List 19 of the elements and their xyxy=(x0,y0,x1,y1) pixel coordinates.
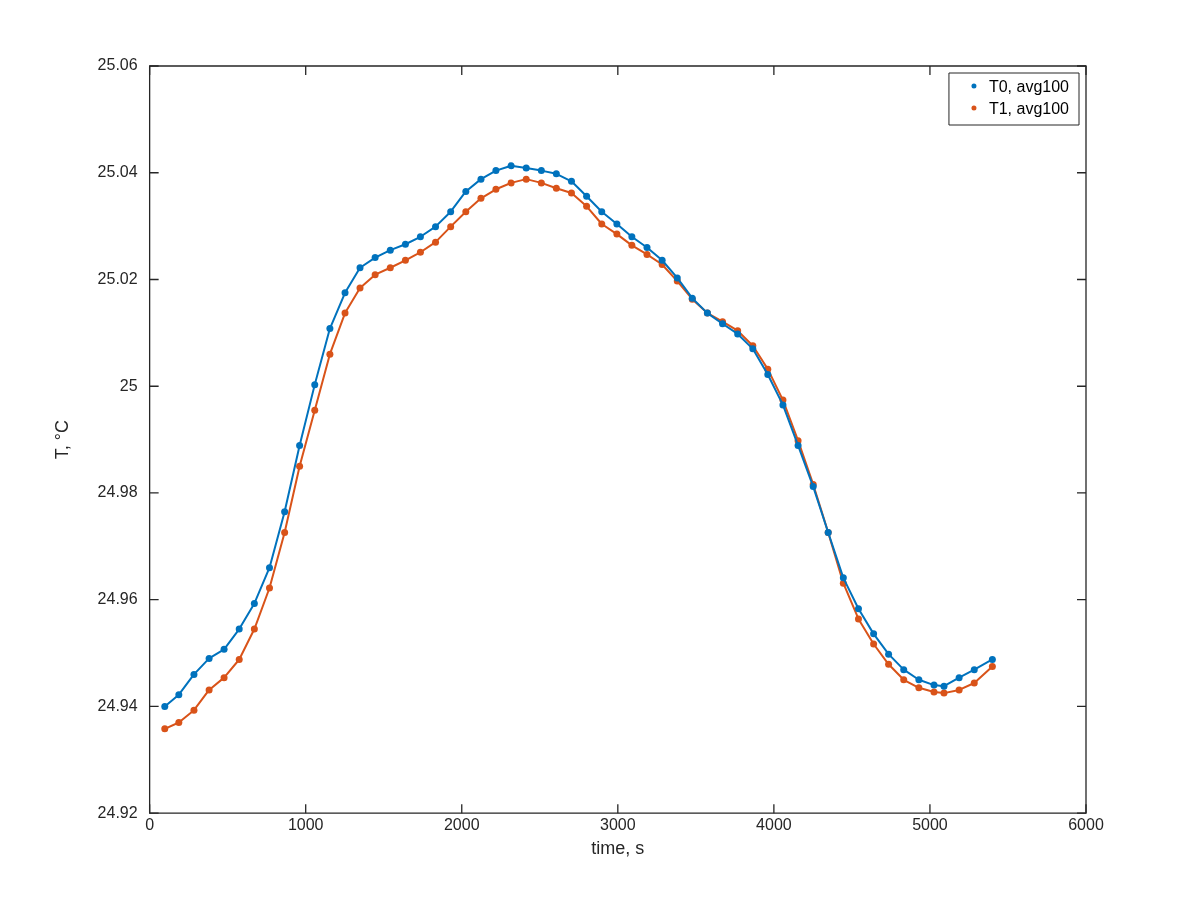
x-tick-label: 5000 xyxy=(912,816,948,834)
x-tick-label: 3000 xyxy=(600,816,636,834)
y-tick-label: 25.04 xyxy=(97,163,138,181)
x-tick-label: 4000 xyxy=(756,816,792,834)
y-axis-title: T, °C xyxy=(51,420,72,460)
x-tick-label: 6000 xyxy=(1068,816,1104,834)
text: T1, avg100 xyxy=(988,100,1070,118)
x-axis-title: time, s xyxy=(591,838,645,859)
text: T0, avg100 xyxy=(988,78,1070,96)
x-tick-label: 0 xyxy=(145,816,155,834)
y-tick-label: 25.06 xyxy=(97,56,138,74)
y-tick-label: 24.98 xyxy=(97,483,138,501)
y-tick-label: 24.92 xyxy=(97,803,138,821)
y-tick-label: 24.96 xyxy=(97,590,138,608)
y-tick-label: 25 xyxy=(119,376,138,394)
x-tick-label: 2000 xyxy=(443,816,480,834)
x-tick-label: 1000 xyxy=(287,816,324,834)
y-tick-label: 25.02 xyxy=(97,269,138,287)
y-tick-label: 24.94 xyxy=(97,696,138,714)
